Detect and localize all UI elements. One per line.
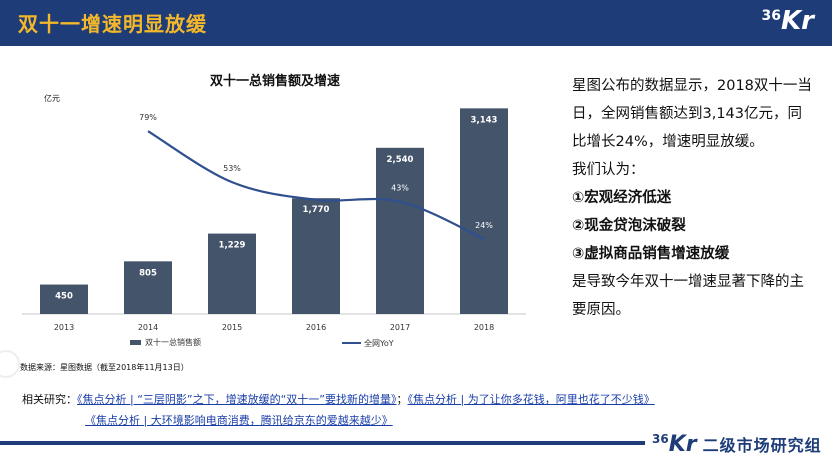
bar-2017 bbox=[376, 147, 424, 314]
logo-number: 36 bbox=[761, 8, 782, 24]
analysis-lead: 我们认为： bbox=[572, 162, 645, 178]
bar-label-2013: 450 bbox=[55, 292, 73, 302]
footer-brand: 36Kr 二级市场研究组 bbox=[652, 432, 822, 457]
bar-label-2015: 1,229 bbox=[219, 241, 246, 251]
related-link-1[interactable]: 《焦点分析 | “三层阴影”之下，增速放缓的“双十一”要找新的增量》 bbox=[77, 393, 397, 406]
yoy-label-2014: 79% bbox=[139, 113, 157, 122]
reason-2: ②现金贷泡沫破裂 bbox=[572, 218, 686, 234]
x-tick-2015: 2015 bbox=[222, 323, 242, 332]
x-tick-2017: 2017 bbox=[390, 323, 410, 332]
related-link-3[interactable]: 《焦点分析 | 大环境影响电商消费，腾讯给京东的爱越来越少》 bbox=[85, 414, 393, 427]
related-link-2[interactable]: 《焦点分析 | 为了让你多花钱，阿里也花了不少钱》 bbox=[407, 393, 655, 406]
footer-divider bbox=[0, 441, 645, 445]
legend-bar-swatch bbox=[130, 340, 141, 345]
bar-2013 bbox=[40, 284, 88, 314]
yoy-label-2015: 53% bbox=[223, 164, 241, 173]
yoy-label-2016: 44% bbox=[307, 182, 325, 191]
footer-team-name: 二级市场研究组 bbox=[702, 436, 822, 455]
x-tick-2016: 2016 bbox=[306, 323, 326, 332]
legend-line-label: 全网YoY bbox=[364, 338, 394, 348]
related-label: 相关研究： bbox=[22, 393, 77, 406]
data-source: 数据来源：星图数据（截至2018年11月13日） bbox=[20, 363, 189, 372]
watermark-ring bbox=[0, 350, 20, 378]
analysis-text: 星图公布的数据显示，2018双十一当日，全网销售额达到3,143亿元，同比增长2… bbox=[572, 72, 812, 324]
bar-2015 bbox=[208, 233, 256, 314]
bar-2018 bbox=[460, 108, 508, 314]
x-tick-2018: 2018 bbox=[474, 323, 494, 332]
yoy-label-2017: 43% bbox=[391, 184, 409, 193]
analysis-conclusion: 是导致今年双十一增速显著下降的主要原因。 bbox=[572, 274, 804, 318]
bar-label-2017: 2,540 bbox=[387, 155, 414, 165]
bar-2014 bbox=[124, 261, 172, 314]
x-tick-2014: 2014 bbox=[138, 323, 158, 332]
bar-2016 bbox=[292, 198, 340, 314]
chart-title: 双十一总销售额及增速 bbox=[210, 73, 340, 89]
x-tick-2013: 2013 bbox=[54, 323, 74, 332]
bar-label-2018: 3,143 bbox=[471, 115, 498, 125]
related-separator: ； bbox=[396, 393, 408, 406]
header-bar: 双十一增速明显放缓 36Kr bbox=[0, 0, 832, 46]
y-axis-unit: 亿元 bbox=[44, 93, 60, 103]
page-title: 双十一增速明显放缓 bbox=[18, 12, 207, 36]
logo-letters: Kr bbox=[781, 6, 814, 36]
reason-3: ③虚拟商品销售增速放缓 bbox=[572, 246, 730, 262]
footer-logo-letters: Kr bbox=[668, 432, 697, 457]
legend-bar-label: 双十一总销售额 bbox=[145, 337, 201, 347]
related-research: 相关研究：《焦点分析 | “三层阴影”之下，增速放缓的“双十一”要找新的增量》；… bbox=[22, 389, 822, 431]
yoy-label-2018: 24% bbox=[475, 221, 493, 230]
bar-label-2014: 805 bbox=[139, 268, 157, 278]
analysis-paragraph: 星图公布的数据显示，2018双十一当日，全网销售额达到3,143亿元，同比增长2… bbox=[572, 78, 812, 150]
reason-1: ①宏观经济低迷 bbox=[572, 190, 672, 206]
yoy-line bbox=[147, 130, 485, 240]
36kr-logo: 36Kr bbox=[762, 8, 814, 34]
bar-label-2016: 1,770 bbox=[303, 205, 330, 215]
footer-logo-number: 36 bbox=[652, 432, 669, 446]
